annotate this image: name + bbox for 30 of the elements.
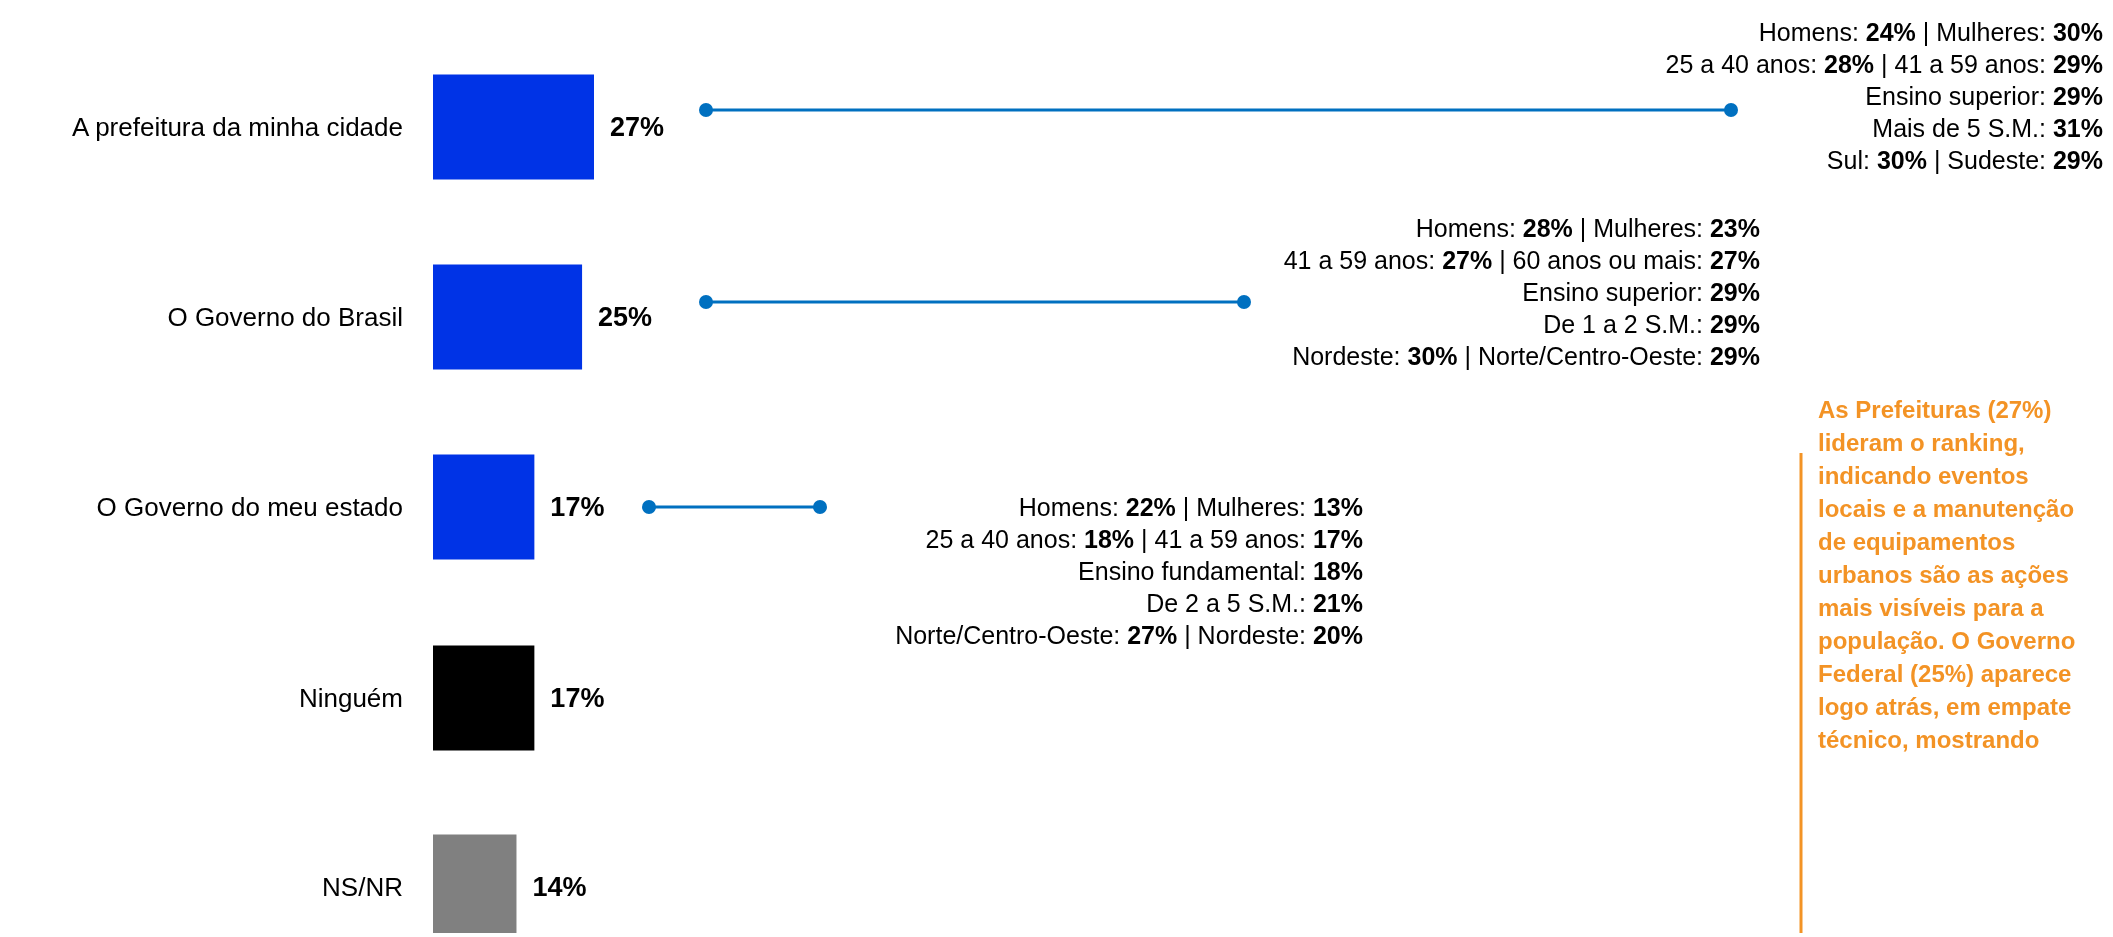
text: Mais de 5 S.M.: 31% [1872, 114, 2103, 142]
text: 41 a 59 anos: 27% | 60 anos ou mais: 27% [1283, 246, 1760, 274]
bar [433, 74, 594, 180]
text: Norte/Centro-Oeste: 27% | Nordeste: 20% [895, 621, 1363, 649]
bar [433, 264, 583, 370]
data-label: 17% [550, 492, 605, 522]
y-tick-label: O Governo do meu estado [96, 492, 403, 522]
y-tick-label: NS/NR [322, 872, 403, 902]
bar [433, 645, 535, 751]
data-label: 25% [598, 302, 653, 332]
text: Ensino superior: 29% [1522, 278, 1760, 306]
text: Nordeste: 30% | Norte/Centro-Oeste: 29% [1292, 342, 1760, 370]
text: De 1 a 2 S.M.: 29% [1543, 310, 1760, 338]
y-tick-label: A prefeitura da minha cidade [72, 112, 403, 142]
bar [433, 454, 535, 560]
y-tick-label: O Governo do Brasil [167, 302, 403, 332]
text: Homens: 24% | Mulheres: 30% [1758, 18, 2103, 46]
text: Ensino fundamental: 18% [1078, 557, 1363, 585]
text: Homens: 22% | Mulheres: 13% [1018, 493, 1363, 521]
data-label: 14% [532, 872, 587, 902]
text: 25 a 40 anos: 28% | 41 a 59 anos: 29% [1665, 50, 2103, 78]
text: As Prefeituras (27%) lideram o ranking, indicando eventos locais e a manutenção de equipamentos urbanos são as ações mais visíveis para a população. O Governo Federal (25%) aparece logo atrás, em empate técnico, mostrando [1818, 396, 2076, 753]
text: Sul: 30% | Sudeste: 29% [1826, 146, 2103, 174]
data-label: 17% [550, 683, 605, 713]
text: De 2 a 5 S.M.: 21% [1146, 589, 1363, 617]
text: Ensino superior: 29% [1865, 82, 2103, 110]
text: Homens: 28% | Mulheres: 23% [1415, 214, 1760, 242]
data-label: 27% [610, 112, 665, 142]
text: 25 a 40 anos: 18% | 41 a 59 anos: 17% [925, 525, 1363, 553]
y-tick-label: Ninguém [298, 683, 403, 713]
